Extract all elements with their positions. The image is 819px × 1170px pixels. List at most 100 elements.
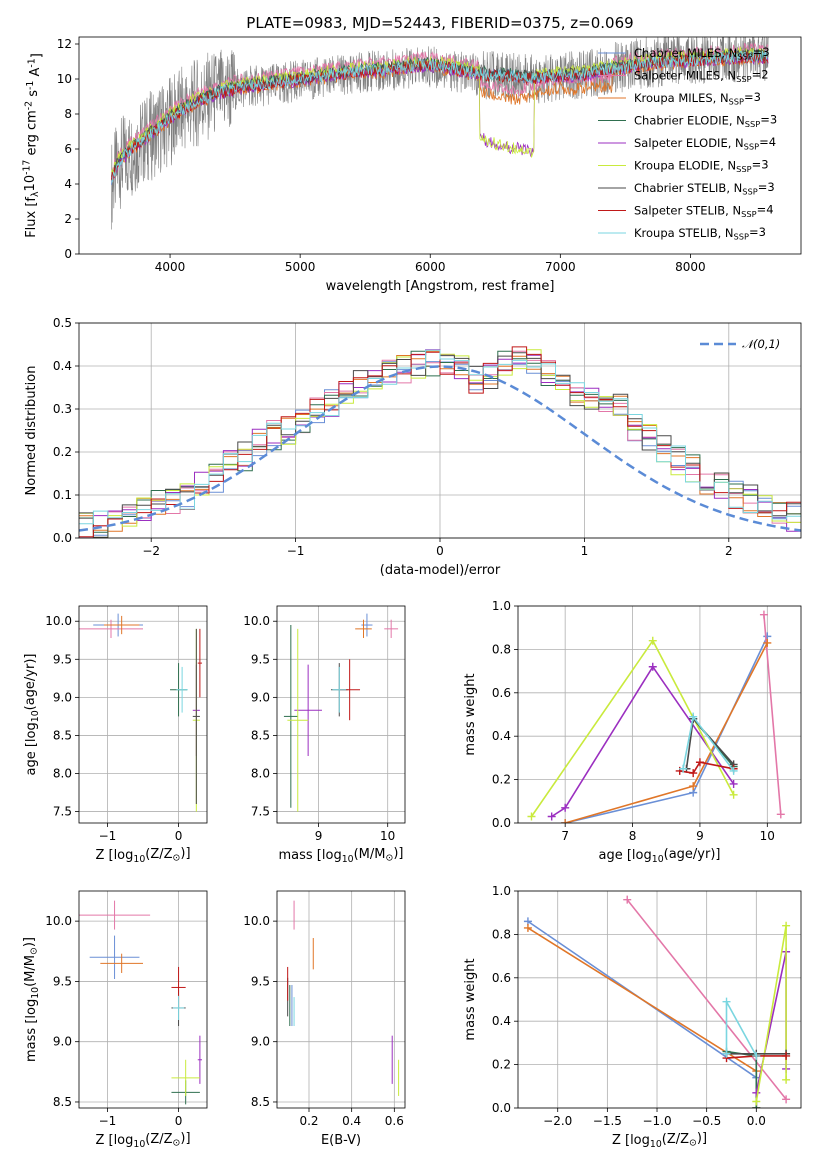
- y-tick-label: 0.5: [53, 316, 72, 330]
- x-axis-label: E(B-V): [321, 1133, 361, 1148]
- x-tick-label: 0: [175, 829, 183, 843]
- y-tick-label: 0.0: [492, 1101, 511, 1115]
- y-tick-label: 8.5: [251, 728, 270, 742]
- axes-residuals: −2 −1 0 1 2 0.0 0.1 0.2 0.3 0.4 0.5 (data-model)/er…: [24, 316, 802, 578]
- weight-line-1: [763, 614, 782, 815]
- weight-marker: [689, 769, 698, 778]
- legend-entry: Chabrier STELIB, NSSP​=3: [634, 180, 775, 196]
- y-tick-label: 0.0: [492, 816, 511, 830]
- weight-marker: [782, 1095, 791, 1104]
- weight-marker: [722, 997, 731, 1006]
- weight-line-2: [564, 642, 769, 823]
- axes-frame: [78, 890, 208, 1109]
- weight-line-7: [679, 761, 734, 774]
- weight-marker: [648, 636, 657, 645]
- grid-weight_vs_age: [518, 605, 801, 824]
- plot-area-weight_vs_Z: [523, 895, 791, 1108]
- legend-entry: Chabrier ELODIE, NSSP​=3: [634, 113, 777, 129]
- plot-area-residuals: [79, 346, 801, 538]
- data-point: [283, 625, 298, 808]
- legend-entry: Kroupa ELODIE, NSSP​=3: [634, 158, 769, 174]
- plot-area-spectrum: [111, 37, 769, 230]
- y-tick-label: 0.4: [492, 729, 511, 743]
- data-point: [171, 1059, 200, 1096]
- y-tick-label: 0.2: [492, 773, 511, 787]
- y-tick-label: 10: [57, 72, 72, 86]
- x-tick-label: 9: [315, 829, 323, 843]
- weight-marker: [776, 810, 785, 819]
- data-point: [192, 628, 200, 804]
- x-tick-label: 0.4: [342, 1114, 361, 1128]
- legend-entry: 𝒩(0,1): [742, 337, 780, 351]
- y-tick-label: 7.5: [53, 805, 72, 819]
- x-tick-label: −1.5: [593, 1114, 622, 1128]
- axes-spectrum: 4000 5000 6000 7000 8000 0 2 4 6 8 10 12 wavelength …: [22, 36, 802, 294]
- axes-frame: [517, 890, 802, 1109]
- x-axis-label: mass [log10​(M/M⊙​)]: [279, 846, 404, 865]
- weight-line-5: [755, 925, 787, 1102]
- y-tick-label: 9.5: [53, 652, 72, 666]
- x-tick-label: 1: [581, 544, 589, 558]
- x-axis-label: age [log10​(age/yr)]: [599, 847, 721, 865]
- axes-mass_vs_Z: −1 0 8.5 9.0 9.5 10.0 Z [log10​(Z/Z⊙​)] mass [l…: [22, 890, 208, 1150]
- data-point: [100, 953, 143, 973]
- y-tick-label: 10.0: [45, 614, 72, 628]
- y-tick-label: 8.5: [53, 1095, 72, 1109]
- axes-mass_vs_EBV: 0.2 0.4 0.6 8.5 9.0 9.5 10.0 E(B-V): [243, 890, 406, 1148]
- data-point: [332, 666, 347, 713]
- data-point: [79, 900, 151, 930]
- weight-marker: [547, 812, 556, 821]
- y-tick-label: 0.8: [492, 927, 511, 941]
- data-point: [89, 935, 140, 980]
- data-point: [287, 628, 309, 812]
- x-tick-label: −2.0: [543, 1114, 572, 1128]
- y-tick-label: 0.3: [53, 402, 72, 416]
- y-tick-label: 4: [64, 177, 72, 191]
- weight-line-1: [626, 899, 787, 1100]
- x-tick-label: 7: [561, 829, 569, 843]
- y-tick-label: 8.0: [53, 767, 72, 781]
- y-tick-label: 9.5: [251, 974, 270, 988]
- weight-marker: [648, 662, 657, 671]
- axes-frame: [517, 605, 802, 824]
- x-tick-label: −1: [99, 829, 117, 843]
- y-tick-label: 0.4: [492, 1014, 511, 1028]
- y-tick-label: 6: [64, 142, 72, 156]
- weight-marker: [752, 1088, 761, 1097]
- x-axis-label: Z [log10​(Z/Z⊙​)]: [95, 846, 190, 865]
- data-point: [172, 995, 185, 1020]
- grid-mass_vs_EBV: [277, 891, 405, 1108]
- weight-line-4: [551, 665, 735, 818]
- residual-histogram-8: [79, 349, 801, 525]
- y-tick-label: 12: [57, 37, 72, 51]
- data-point: [79, 619, 143, 638]
- y-tick-label: 9.0: [53, 1035, 72, 1049]
- data-point: [355, 619, 372, 638]
- weight-marker: [782, 1075, 791, 1084]
- y-tick-label: 8.5: [53, 728, 72, 742]
- weight-marker: [527, 812, 536, 821]
- x-tick-label: −0.5: [692, 1114, 721, 1128]
- x-axis-label: wavelength [Angstrom, rest frame]: [326, 279, 555, 294]
- y-tick-label: 0.6: [492, 686, 511, 700]
- x-axis-label: Z [log10​(Z/Z⊙​)]: [612, 1131, 707, 1150]
- y-tick-label: 1.0: [492, 599, 511, 613]
- y-tick-label: 0.4: [53, 359, 72, 373]
- x-tick-label: 10: [380, 829, 395, 843]
- axes-frame: [276, 890, 406, 1109]
- y-axis-label: Normed distribution: [24, 366, 39, 496]
- weight-marker: [695, 758, 704, 767]
- y-axis-label: mass weight: [463, 673, 478, 755]
- grid-weight_vs_Z: [518, 890, 801, 1109]
- axes-weight_vs_Z: −2.0 −1.5 −1.0 −0.5 0.0 0.0 0.2 0.4 0.6 0.8 1.0 Z […: [463, 884, 802, 1150]
- legend-entry: Salpeter ELODIE, NSSP​=4: [634, 135, 776, 151]
- plot-area-age_vs_Z: [79, 613, 203, 812]
- x-tick-label: −1: [99, 1114, 117, 1128]
- weight-marker: [561, 819, 570, 823]
- y-axis-label: mass [log10​(M/M⊙​)]: [22, 937, 41, 1062]
- y-tick-label: 0: [64, 247, 72, 261]
- weight-marker: [729, 766, 738, 775]
- legend-entry: Salpeter MILES, NSSP​=2: [634, 68, 769, 84]
- weight-marker: [623, 895, 632, 904]
